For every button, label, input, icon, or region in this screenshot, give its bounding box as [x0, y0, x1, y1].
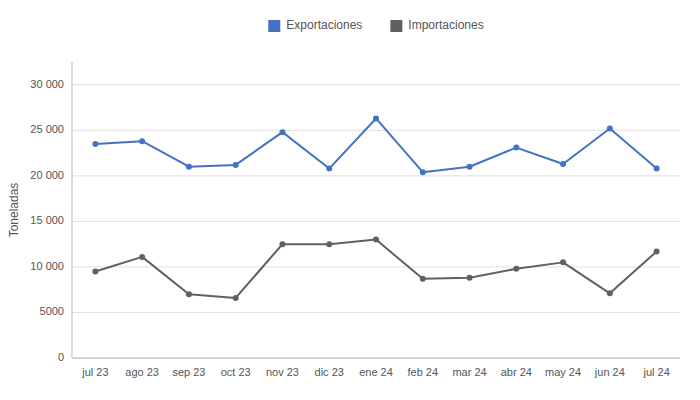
grid-line: [72, 175, 680, 176]
y-axis-label: Toneladas: [7, 183, 21, 238]
point: [513, 266, 519, 272]
point: [560, 161, 566, 167]
point: [607, 125, 613, 131]
point: [279, 129, 285, 135]
y-tick-label: 15 000: [30, 214, 64, 226]
grid: [72, 85, 680, 358]
x-tick-label: jun 24: [594, 366, 625, 378]
x-tick-label: may 24: [545, 366, 581, 378]
x-tick-label: jul 23: [81, 366, 108, 378]
chart: 0 5000 10 000 15 000 20 000 25 000 30 000 jul 2…: [0, 0, 700, 400]
point: [326, 241, 332, 247]
x-tick-label: oct 23: [221, 366, 251, 378]
legend-label: Importaciones: [408, 18, 483, 32]
y-tick-label: 5000: [40, 305, 64, 317]
legend-label: Exportaciones: [286, 18, 362, 32]
x-tick-label: nov 23: [266, 366, 299, 378]
point: [92, 141, 98, 147]
point: [139, 138, 145, 144]
point: [233, 295, 239, 301]
x-axis-line: [72, 358, 680, 359]
x-tick-label: mar 24: [452, 366, 486, 378]
legend: Exportaciones Importaciones: [268, 18, 483, 32]
point: [607, 290, 613, 296]
series-line: [95, 240, 656, 298]
point: [654, 248, 660, 254]
point: [186, 291, 192, 297]
y-tick-label: 10 000: [30, 260, 64, 272]
point: [654, 166, 660, 172]
point: [186, 164, 192, 170]
legend-item: Importaciones: [390, 18, 483, 32]
y-axis-line: [72, 62, 73, 358]
y-tick-label: 25 000: [30, 123, 64, 135]
x-tick-label: ene 24: [359, 366, 393, 378]
axes: 0 5000 10 000 15 000 20 000 25 000 30 000 jul 2…: [30, 62, 680, 378]
point: [92, 268, 98, 274]
point: [279, 241, 285, 247]
point: [420, 276, 426, 282]
legend-item: Exportaciones: [268, 18, 362, 32]
series-line: [95, 118, 656, 172]
point: [560, 259, 566, 265]
x-tick-label: dic 23: [315, 366, 344, 378]
point: [373, 115, 379, 121]
x-tick-label: feb 24: [407, 366, 438, 378]
grid-line: [72, 266, 680, 267]
point: [513, 145, 519, 151]
y-tick-label: 30 000: [30, 78, 64, 90]
x-tick-label: sep 23: [172, 366, 205, 378]
grid-line: [72, 221, 680, 222]
y-tick-label: 0: [58, 351, 64, 363]
legend-swatch: [390, 20, 402, 32]
point: [373, 237, 379, 243]
point: [420, 169, 426, 175]
grid-line: [72, 312, 680, 313]
point: [467, 164, 473, 170]
grid-line: [72, 84, 680, 85]
x-tick-label: jul 24: [642, 366, 669, 378]
point: [467, 275, 473, 281]
legend-swatch: [268, 20, 280, 32]
x-tick-label: ago 23: [125, 366, 159, 378]
point: [233, 162, 239, 168]
plot-area: [92, 115, 659, 300]
x-tick-label: abr 24: [501, 366, 532, 378]
point: [139, 254, 145, 260]
grid-line: [72, 130, 680, 131]
y-tick-label: 20 000: [30, 169, 64, 181]
point: [326, 166, 332, 172]
grid-line: [72, 358, 680, 359]
